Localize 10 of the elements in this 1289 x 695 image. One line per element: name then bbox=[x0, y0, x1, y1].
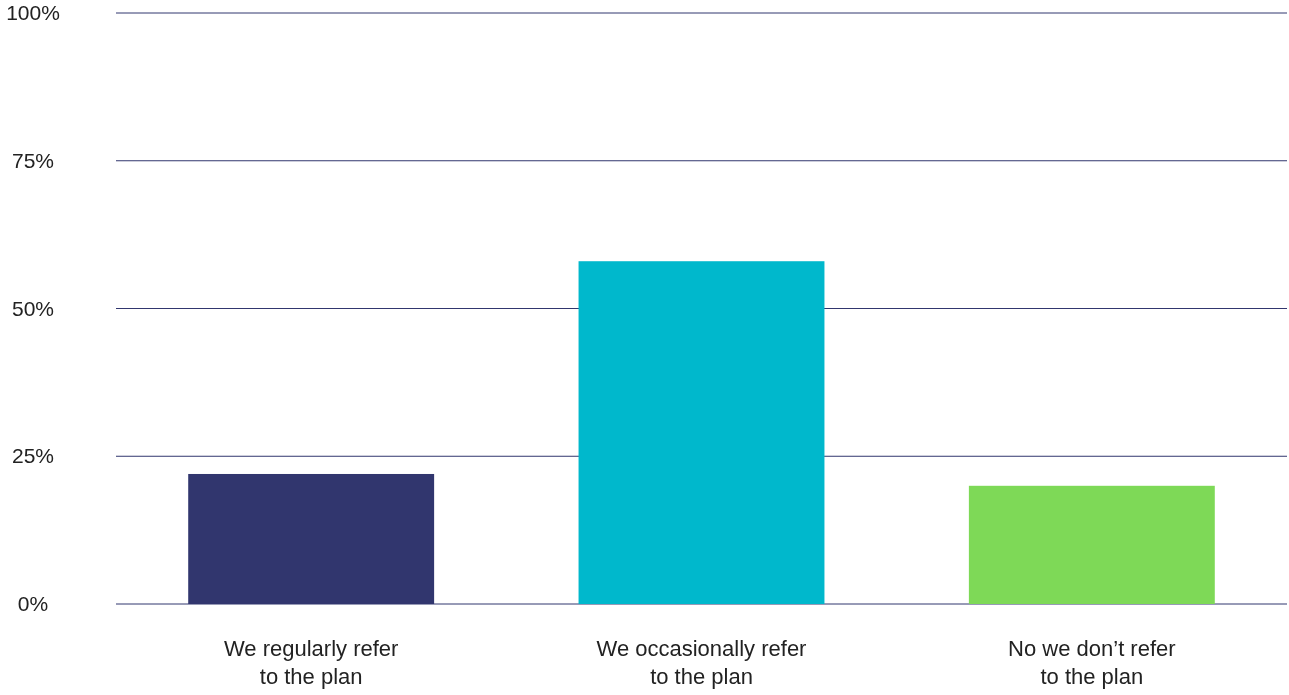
y-tick-label: 25% bbox=[11, 444, 55, 468]
y-tick-label: 0% bbox=[17, 592, 49, 615]
x-tick-label: We occasionally refer to the plan bbox=[596, 636, 807, 689]
bar bbox=[968, 485, 1215, 604]
x-tick-label: No we don’t refer to the plan bbox=[1008, 636, 1176, 689]
y-tick-label: 75% bbox=[11, 148, 55, 172]
bar bbox=[578, 261, 825, 604]
y-tick-label: 100% bbox=[6, 1, 60, 24]
y-tick-label: 50% bbox=[11, 296, 55, 320]
x-tick-label: We regularly refer to the plan bbox=[223, 636, 399, 689]
